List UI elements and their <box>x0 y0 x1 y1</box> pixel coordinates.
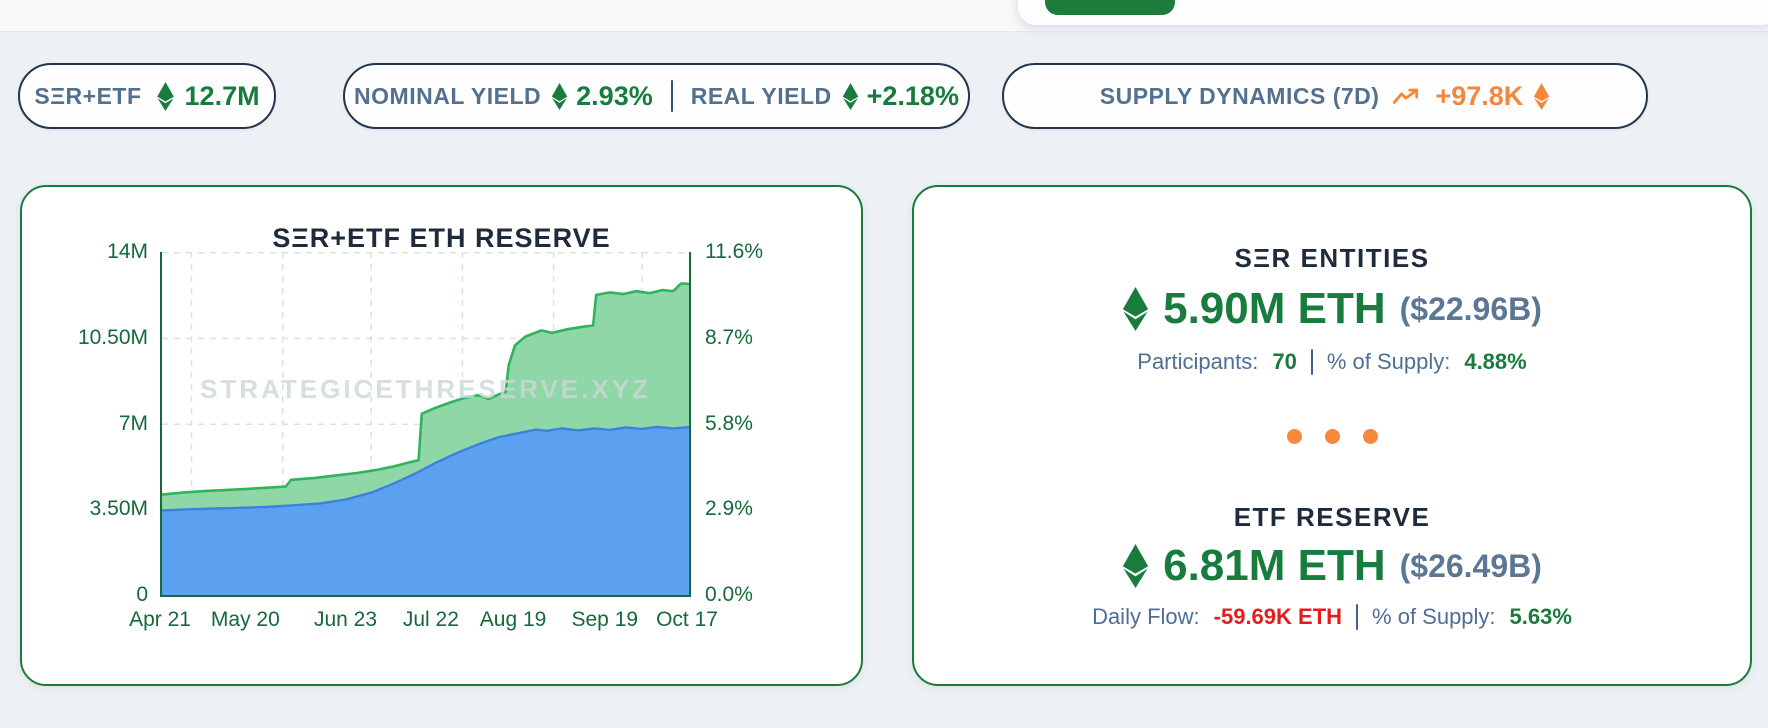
real-yield-value: +2.18% <box>866 80 959 111</box>
x-axis-tick: May 20 <box>210 608 280 631</box>
y-axis-left-tick: 14M <box>107 240 148 263</box>
divider <box>1310 349 1313 375</box>
participants-label: Participants: <box>1137 349 1259 374</box>
daily-flow-value: -59.69K ETH <box>1213 604 1343 629</box>
eth-icon <box>842 82 858 110</box>
x-axis-tick: Jul 22 <box>402 608 459 631</box>
dot <box>1286 429 1302 444</box>
supply-pct-value: 4.88% <box>1464 349 1527 374</box>
supply-dynamics-label: SUPPLY DYNAMICS (7D) <box>1099 82 1380 109</box>
chart-plot-svg <box>162 252 689 595</box>
reserve-chart-card: SΞR+ETF ETH RESERVE STRATEGICETHRESERVE.… <box>20 185 863 686</box>
ser-etf-label: SΞR+ETF <box>34 82 142 109</box>
y-axis-right-tick: 0.0% <box>705 583 753 606</box>
x-axis-tick: Jun 23 <box>313 608 378 631</box>
divider <box>670 80 673 112</box>
eth-icon <box>1122 544 1149 588</box>
x-axis-tick: Apr 21 <box>129 608 191 631</box>
daily-flow-label: Daily Flow: <box>1092 604 1200 629</box>
y-axis-right-tick: 2.9% <box>705 497 753 521</box>
supply-pct-label: % of Supply: <box>1326 349 1451 374</box>
supply-pct-value: 5.63% <box>1509 604 1572 629</box>
y-axis-right-tick: 11.6% <box>705 240 763 263</box>
ser-entities-stats-row: Participants: 70 % of Supply: 4.88% <box>914 349 1750 375</box>
dot <box>1324 429 1340 444</box>
supply-pct-label: % of Supply: <box>1372 604 1496 629</box>
divider <box>1356 604 1359 630</box>
y-axis-right-tick: 5.8% <box>705 411 753 435</box>
ser-entities-value-row: 5.90M ETH ($22.96B) <box>914 284 1750 334</box>
trend-up-icon <box>1393 88 1419 104</box>
y-axis-right-tick: 8.7% <box>705 325 753 349</box>
ser-entities-heading: SΞR ENTITIES <box>1234 243 1430 273</box>
chart-plot[interactable]: STRATEGICETHRESERVE.XYZ <box>160 252 691 597</box>
chart-title: SΞR+ETF ETH RESERVE <box>272 223 611 253</box>
nominal-yield-label: NOMINAL YIELD <box>354 82 542 109</box>
participants-value: 70 <box>1272 349 1297 374</box>
ser-etf-value: 12.7M <box>184 80 260 111</box>
y-axis-left-tick: 0 <box>136 583 148 606</box>
badge-yields: NOMINAL YIELD 2.93% REAL YIELD +2.18% <box>343 63 970 129</box>
y-axis-left-tick: 10.50M <box>77 325 148 349</box>
x-axis-tick: Oct 17 <box>656 608 718 631</box>
y-axis-left-tick: 7M <box>118 411 148 435</box>
eth-icon <box>551 82 568 110</box>
x-axis-tick: Sep 19 <box>571 608 639 631</box>
etf-reserve-usd-value: ($26.49B) <box>1399 547 1542 584</box>
etf-reserve-heading: ETF RESERVE <box>1233 502 1431 532</box>
eth-icon <box>1122 287 1149 331</box>
x-axis-tick: Aug 19 <box>479 608 547 631</box>
ser-entities-usd-value: ($22.96B) <box>1399 290 1542 327</box>
real-yield-label: REAL YIELD <box>690 82 832 109</box>
etf-reserve-eth-value: 6.81M ETH <box>1163 541 1386 590</box>
dot <box>1362 429 1378 444</box>
etf-reserve-stats-row: Daily Flow: -59.69K ETH % of Supply: 5.6… <box>914 604 1750 630</box>
ser-entities-eth-value: 5.90M ETH <box>1163 284 1386 333</box>
badge-supply-dynamics: SUPPLY DYNAMICS (7D) +97.8K <box>1002 63 1648 129</box>
dots-separator <box>914 429 1750 444</box>
top-strip <box>0 0 1768 32</box>
eth-icon <box>156 81 174 111</box>
supply-dynamics-value: +97.8K <box>1435 80 1524 111</box>
top-right-panel <box>1018 0 1768 25</box>
eth-icon <box>1534 82 1550 110</box>
topbar-action-button[interactable] <box>1045 0 1175 15</box>
badge-ser-etf: SΞR+ETF 12.7M <box>18 63 276 129</box>
entities-card: SΞR ENTITIES 5.90M ETH ($22.96B) Partici… <box>912 185 1752 686</box>
y-axis-left-tick: 3.50M <box>89 497 148 521</box>
nominal-yield-value: 2.93% <box>576 80 653 111</box>
etf-reserve-value-row: 6.81M ETH ($26.49B) <box>914 541 1750 591</box>
